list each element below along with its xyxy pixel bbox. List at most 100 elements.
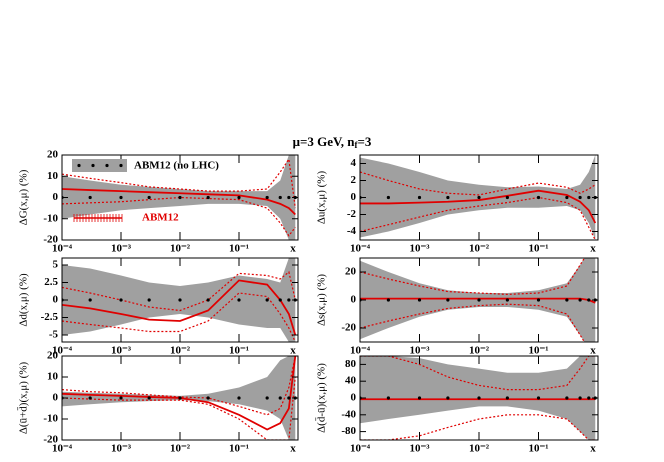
y-tick-label: 0 <box>351 191 357 203</box>
reference-point <box>565 195 569 200</box>
reference-point <box>417 396 422 400</box>
reference-point <box>587 195 591 200</box>
y-tick-label: -4 <box>347 225 357 237</box>
x-axis-label: x <box>590 243 596 255</box>
y-axis-label: Δd(x,μ) (%) <box>18 273 30 327</box>
reference-point <box>386 298 390 302</box>
x-tick-label: 10⁻³ <box>409 243 430 255</box>
y-tick-label: 0 <box>351 294 357 306</box>
legend-dot <box>91 163 95 168</box>
reference-point <box>119 195 123 200</box>
x-tick-label: 10⁻¹ <box>528 443 548 455</box>
reference-point <box>587 298 591 302</box>
red-lower <box>62 292 296 342</box>
reference-point <box>88 195 92 200</box>
y-axis-label: Δs(x,μ) (%) <box>316 274 328 326</box>
x-axis-label: x <box>290 443 296 455</box>
plot-area <box>62 258 297 342</box>
red-lower <box>360 303 586 342</box>
red-lower <box>62 196 296 237</box>
reference-point <box>505 298 509 302</box>
reference-point <box>206 195 210 200</box>
title-part: μ=3 GeV, n <box>293 134 356 149</box>
x-axis-label: x <box>590 443 596 455</box>
red-lower <box>360 196 596 240</box>
reference-point <box>287 298 291 302</box>
x-tick-label: 10⁻³ <box>111 345 132 357</box>
reference-point <box>477 195 481 200</box>
reference-point <box>565 396 569 400</box>
y-tick-label: -5 <box>49 329 59 341</box>
x-tick-label: 10⁻¹ <box>528 345 548 357</box>
reference-point <box>578 396 582 400</box>
x-tick-label: 10⁻² <box>170 243 191 255</box>
red-upper <box>62 157 296 209</box>
red-central <box>62 188 296 216</box>
reference-point <box>88 298 92 302</box>
reference-point <box>477 396 481 400</box>
reference-point <box>265 396 269 400</box>
y-axis-label: Δ(d̄-ū)(x,μ) (%) <box>315 363 327 433</box>
reference-point <box>565 298 569 302</box>
x-tick-label: 10⁻³ <box>111 443 132 455</box>
reference-point <box>536 396 541 400</box>
y-tick-label: 10 <box>47 371 59 383</box>
y-tick-label: 40 <box>345 375 357 387</box>
y-tick-label: 20 <box>47 149 59 161</box>
reference-point <box>578 298 582 302</box>
reference-point <box>88 396 92 400</box>
reference-point <box>417 298 422 302</box>
y-tick-label: 0 <box>53 392 59 404</box>
x-tick-label: 10⁻¹ <box>229 243 249 255</box>
red-lower <box>62 376 296 440</box>
x-tick-label: 10⁻⁴ <box>52 243 73 255</box>
reference-point <box>119 298 123 302</box>
x-tick-label: 10⁻¹ <box>229 443 249 455</box>
legend-label: ABM12 <box>142 212 179 224</box>
reference-point <box>237 195 241 200</box>
legend-dot <box>119 163 123 168</box>
x-tick-label: 10⁻² <box>170 345 191 357</box>
red-upper <box>360 258 586 296</box>
x-tick-label: 10⁻⁴ <box>52 443 73 455</box>
y-tick-label: -80 <box>341 425 356 437</box>
y-tick-label: 80 <box>345 358 357 370</box>
x-tick-label: 10⁻¹ <box>229 345 249 357</box>
reference-point <box>446 195 450 200</box>
y-tick-label: 2 <box>351 174 357 186</box>
red-central <box>62 279 297 336</box>
legend-dot <box>105 163 109 168</box>
y-tick-label: -10 <box>43 413 58 425</box>
reference-point <box>178 396 182 400</box>
x-axis-label: x <box>290 243 296 255</box>
title-sub: f <box>354 140 358 150</box>
y-tick-label: 2.5 <box>44 276 58 288</box>
y-axis-label: Δ(ū+d̄)(x,μ) (%) <box>17 362 29 435</box>
reference-point <box>505 195 509 200</box>
plot-area <box>360 155 597 240</box>
red-upper <box>360 356 596 391</box>
reference-point <box>278 298 282 302</box>
reference-point <box>147 195 151 200</box>
x-axis-label: x <box>290 345 296 357</box>
x-tick-label: 10⁻¹ <box>528 243 548 255</box>
legend-dot <box>77 163 81 168</box>
y-tick-label: -20 <box>43 234 58 246</box>
reference-point <box>578 195 582 200</box>
y-tick-label: -20 <box>43 434 58 446</box>
reference-point <box>587 396 591 400</box>
y-axis-label: Δu(x,μ) (%) <box>316 171 328 225</box>
x-tick-label: 10⁻⁴ <box>52 345 73 357</box>
x-tick-label: 10⁻³ <box>409 345 430 357</box>
reference-point <box>278 396 282 400</box>
y-tick-label: -2 <box>347 208 357 220</box>
y-tick-label: 0 <box>53 294 59 306</box>
reference-point <box>119 396 123 400</box>
plot-area <box>360 356 597 440</box>
y-tick-label: -20 <box>341 322 356 334</box>
reference-point <box>178 298 182 302</box>
y-tick-label: 5 <box>53 259 59 271</box>
x-tick-label: 10⁻³ <box>409 443 430 455</box>
x-tick-label: 10⁻² <box>469 345 490 357</box>
plot-area <box>62 155 297 240</box>
